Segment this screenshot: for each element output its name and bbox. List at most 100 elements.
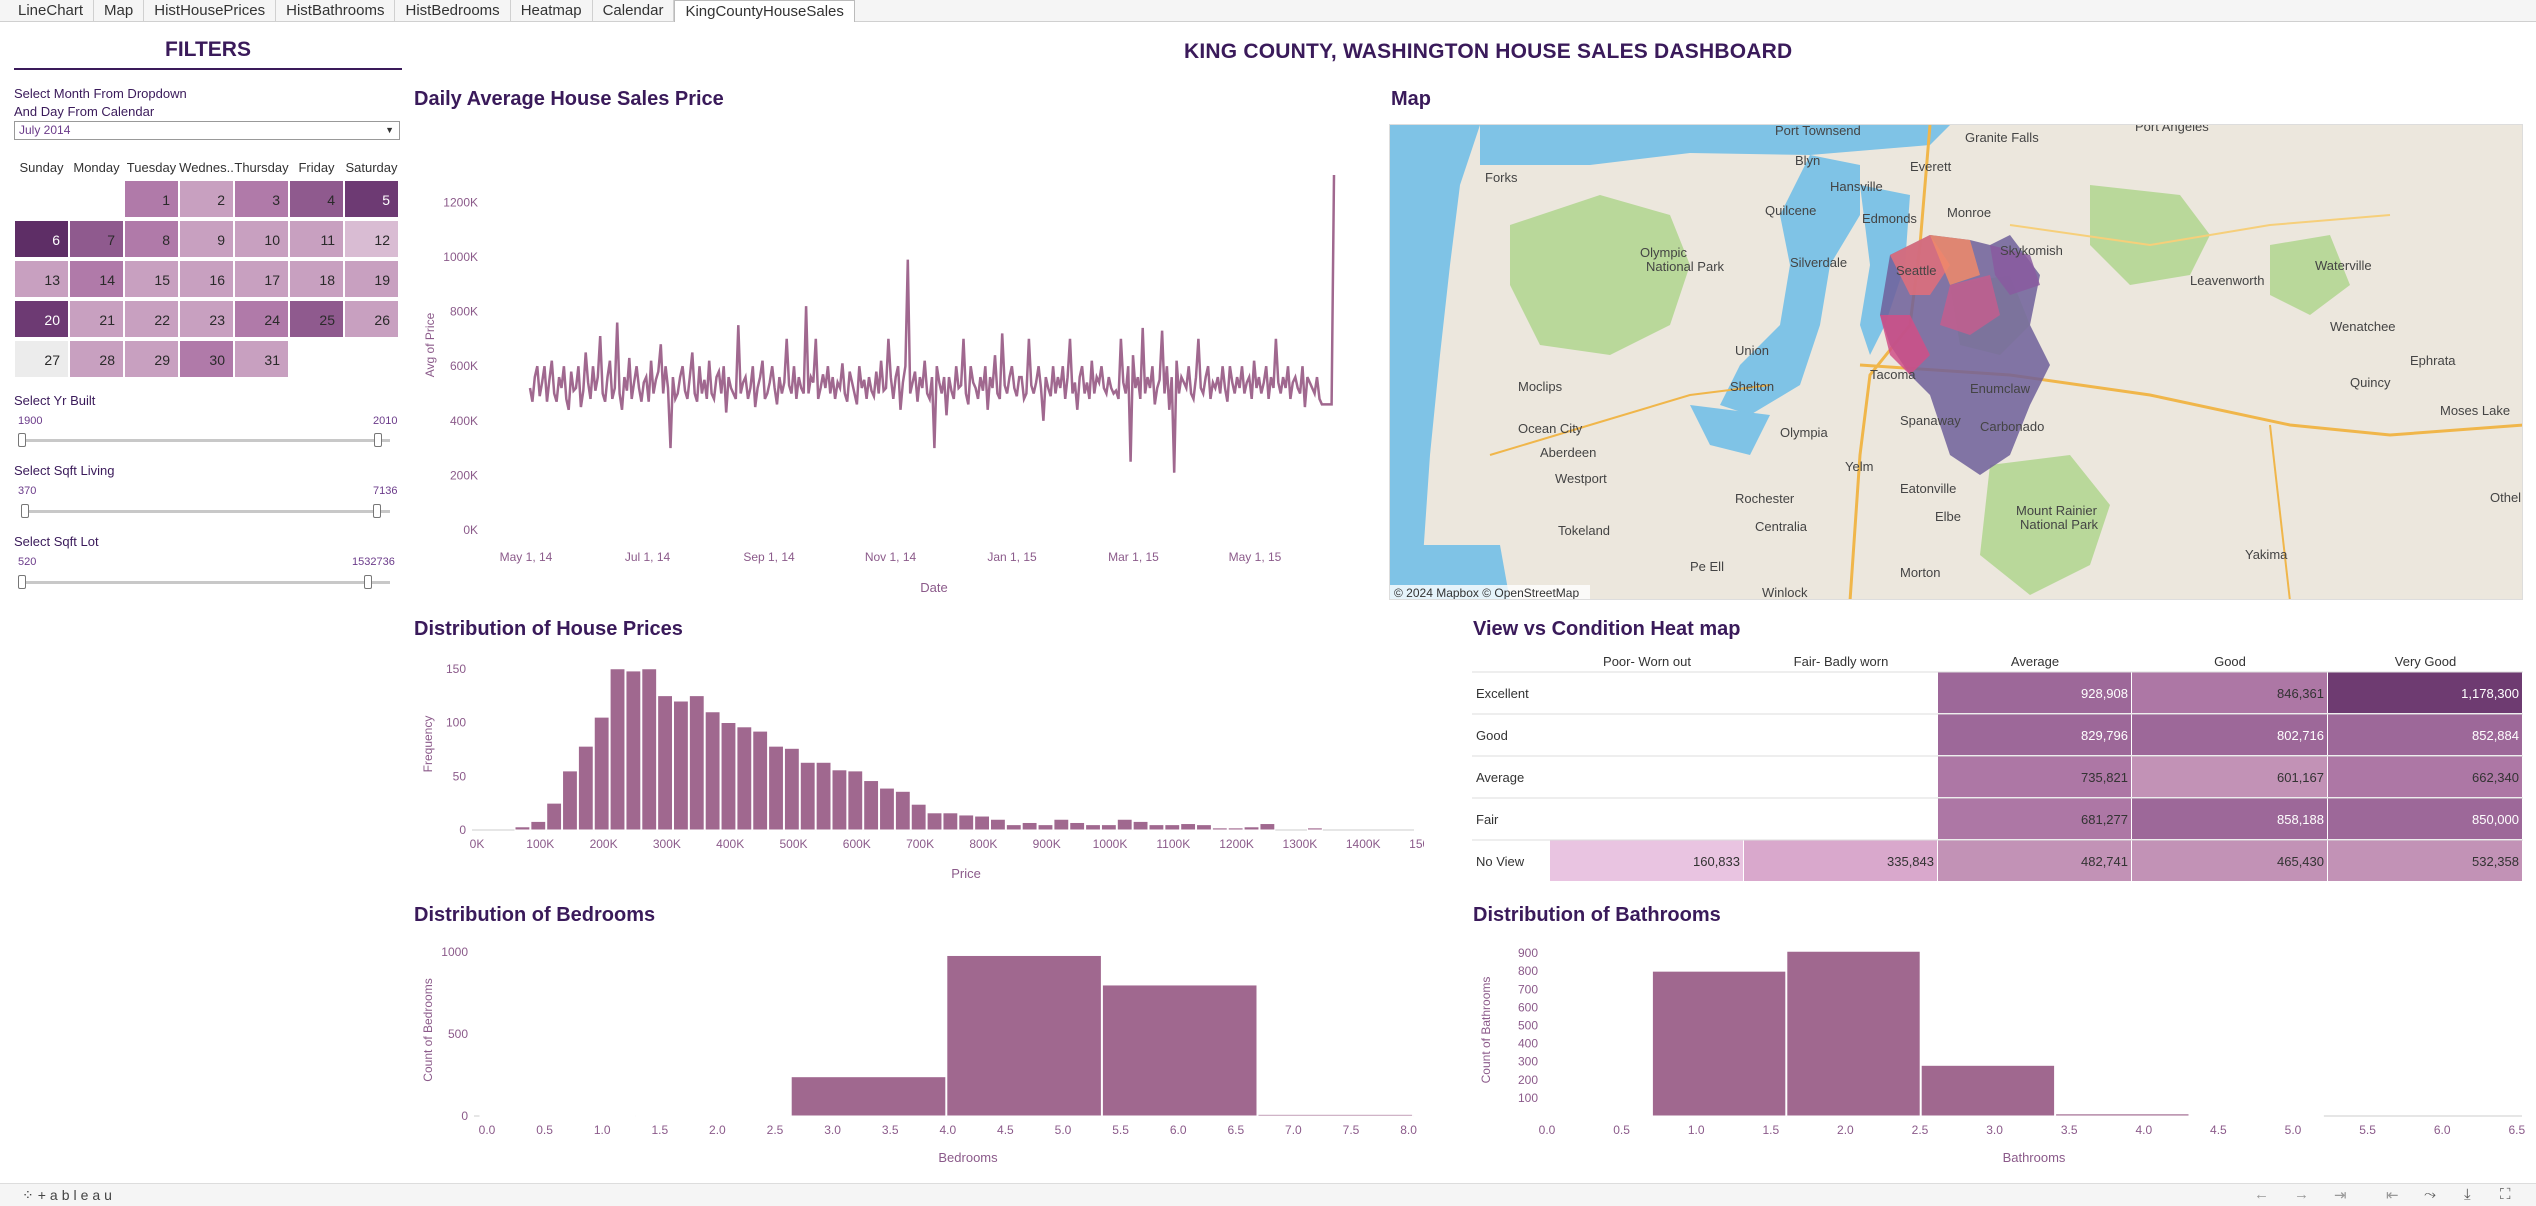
tab-kingcountyhousesales[interactable]: KingCountyHouseSales [674,0,855,22]
histogram-bar [688,695,705,831]
calendar-day-cell[interactable]: 30 [179,340,234,378]
heatmap-cell-value: 829,796 [2081,728,2128,743]
undo-icon[interactable]: ← [2254,1186,2269,1203]
yr-built-max-handle[interactable] [374,433,382,447]
y-tick-label: 150 [446,662,466,676]
histogram-bar [1259,823,1276,831]
y-tick-label: 0 [461,1109,468,1123]
svg-text:Enumclaw: Enumclaw [1970,381,2031,396]
tab-calendar[interactable]: Calendar [593,0,675,22]
redo-icon[interactable]: → [2294,1186,2309,1203]
bathrooms-histogram[interactable]: 100 200 300 400 500 600 700 800 900 0.0 0.5 1.0 1.5 2… [1472,930,2532,1172]
month-dropdown[interactable]: July 2014 ▼ [14,121,400,140]
calendar-day-cell[interactable]: 28 [69,340,124,378]
calendar-day-header: Monday [73,160,120,175]
view-condition-heatmap[interactable]: Poor- Worn out Fair- Badly worn Average Goo… [1472,650,2523,890]
sqft-lot-max-handle[interactable] [364,575,372,589]
map-canvas: Port Angeles Port Townsend Granite Falls B… [1390,125,2522,599]
calendar-day-cell[interactable]: 17 [234,260,289,298]
calendar-day-cell[interactable]: 21 [69,300,124,338]
heatmap-cell [2328,714,2522,755]
y-axis-label: Count of Bedrooms [421,978,435,1081]
svg-text:Wenatchee: Wenatchee [2330,319,2396,334]
yr-built-min-handle[interactable] [18,433,26,447]
calendar-day-cell[interactable]: 19 [344,260,399,298]
sqft-living-slider-track[interactable] [22,510,390,513]
calendar-day-cell[interactable]: 31 [234,340,289,378]
x-tick-label: 5.0 [2285,1123,2302,1137]
svg-text:Tacoma: Tacoma [1870,367,1916,382]
bathrooms-histogram-title: Distribution of Bathrooms [1473,904,1721,926]
calendar-day-cell[interactable]: 10 [234,220,289,258]
x-tick-label: 6.5 [2508,1123,2525,1137]
sqft-living-max-handle[interactable] [373,504,381,518]
calendar-day-cell[interactable]: 15 [124,260,179,298]
bedrooms-histogram[interactable]: 0 500 1000 0.0 0.5 1.0 1.5 2.0 2.5 3.0 3.5 4.0 4.5 5.… [414,930,1464,1172]
reset-icon[interactable]: ⇤ [2386,1187,2399,1204]
fullscreen-icon[interactable]: ⛶ [2500,1186,2511,1203]
x-tick-label: 5.5 [1112,1123,1129,1137]
dashboard-title: KING COUNTY, WASHINGTON HOUSE SALES DASH… [1184,40,1793,63]
calendar-day-header: Friday [298,160,335,175]
sqft-lot-slider-track[interactable] [22,581,390,584]
tab-map[interactable]: Map [94,0,145,22]
house-sales-map[interactable]: Port Angeles Port Townsend Granite Falls B… [1389,124,2523,600]
calendar-day-cell[interactable]: 23 [179,300,234,338]
revert-icon[interactable]: ⇥ [2334,1187,2347,1204]
tableau-logo[interactable]: ⁘+ableau [22,1187,116,1203]
calendar-day-cell[interactable]: 2 [179,180,234,218]
calendar-day-cell[interactable]: 1 [124,180,179,218]
calendar-day-cell[interactable]: 5 [344,180,399,218]
tab-linechart[interactable]: LineChart [8,0,95,22]
calendar-day-cell[interactable]: 24 [234,300,289,338]
daily-price-line-chart[interactable]: 0K 200K 400K 600K 800K 1000K 1200K May 1, 14 Jul… [414,115,1364,600]
calendar-day-cell[interactable]: 9 [179,220,234,258]
calendar-day-cell[interactable]: 27 [14,340,69,378]
histogram-bar [990,818,1006,831]
filters-title: FILTERS [14,38,402,70]
calendar-day-cell[interactable]: 12 [344,220,399,258]
calendar-day-cell[interactable]: 8 [124,220,179,258]
svg-text:Moclips: Moclips [1518,379,1563,394]
calendar-day-cell[interactable]: 11 [289,220,344,258]
x-tick-label: 3.5 [882,1123,899,1137]
heatmap-cell [2328,756,2522,797]
price-series-line [528,174,1336,473]
svg-text:Port Townsend: Port Townsend [1775,125,1861,138]
calendar-day-cell[interactable]: 26 [344,300,399,338]
histogram-bar [942,812,959,831]
heatmap-row-label: No View [1476,854,1525,869]
y-tick-label: 400K [450,414,478,428]
calendar-day-cell[interactable]: 3 [234,180,289,218]
calendar-day-cell[interactable]: 22 [124,300,179,338]
download-icon[interactable]: ⤓ [2464,1186,2471,1203]
calendar-day-cell[interactable]: 4 [289,180,344,218]
calendar-day-cell[interactable]: 18 [289,260,344,298]
histogram-bar [1243,826,1260,831]
calendar-day-cell[interactable]: 7 [69,220,124,258]
tab-histbathrooms[interactable]: HistBathrooms [276,0,396,22]
calendar-day-cell[interactable]: 13 [14,260,69,298]
heatmap-cell [1938,714,2131,755]
heatmap-cell-value: 928,908 [2081,686,2128,701]
svg-text:National Park: National Park [2020,517,2099,532]
sqft-living-min-handle[interactable] [21,504,29,518]
calendar-day-cell[interactable]: 16 [179,260,234,298]
tab-histbedrooms[interactable]: HistBedrooms [395,0,511,22]
tab-histhouseprices[interactable]: HistHousePrices [144,0,277,22]
yr-built-slider-track[interactable] [22,439,390,442]
sqft-lot-min-handle[interactable] [18,575,26,589]
x-tick-label: Jan 1, 15 [987,550,1037,564]
tab-heatmap[interactable]: Heatmap [511,0,593,22]
x-tick-label: 1100K [1156,837,1190,851]
calendar-day-cell[interactable]: 25 [289,300,344,338]
sqft-living-min: 370 [18,485,37,497]
histogram-bar [799,761,816,831]
heatmap-cell [1938,840,2131,881]
calendar-day-cell[interactable]: 6 [14,220,69,258]
share-icon[interactable]: ⤳ [2424,1186,2437,1203]
calendar-day-cell[interactable]: 20 [14,300,69,338]
calendar-day-cell[interactable]: 29 [124,340,179,378]
calendar-day-cell[interactable]: 14 [69,260,124,298]
